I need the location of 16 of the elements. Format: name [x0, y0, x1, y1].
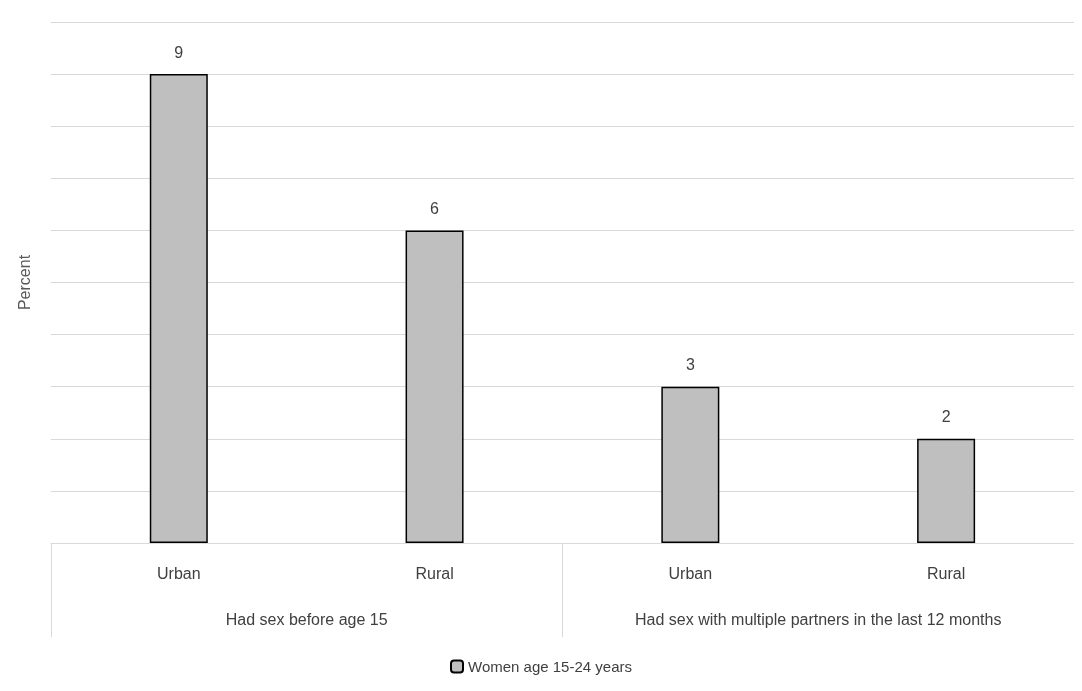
x-tick-label: Urban [157, 564, 201, 582]
text: Had sex before age 15 [225, 610, 388, 628]
y-axis-title: Percent [15, 254, 33, 311]
data-label: 3 [685, 356, 695, 374]
data-label: 9 [174, 43, 184, 61]
x-tick-label: Rural [927, 564, 966, 582]
x-tick-label: Urban [668, 564, 713, 582]
x-tick-label: Rural [415, 564, 454, 582]
bar [661, 386, 720, 543]
text: Had sex with multiple partners in the last 12 months [635, 610, 1002, 628]
bar [917, 438, 976, 543]
bar [149, 74, 208, 543]
data-label: 6 [430, 199, 440, 217]
bar [405, 230, 464, 543]
legend-label: Women age 15-24 years [468, 658, 632, 675]
data-label: 2 [941, 408, 951, 426]
